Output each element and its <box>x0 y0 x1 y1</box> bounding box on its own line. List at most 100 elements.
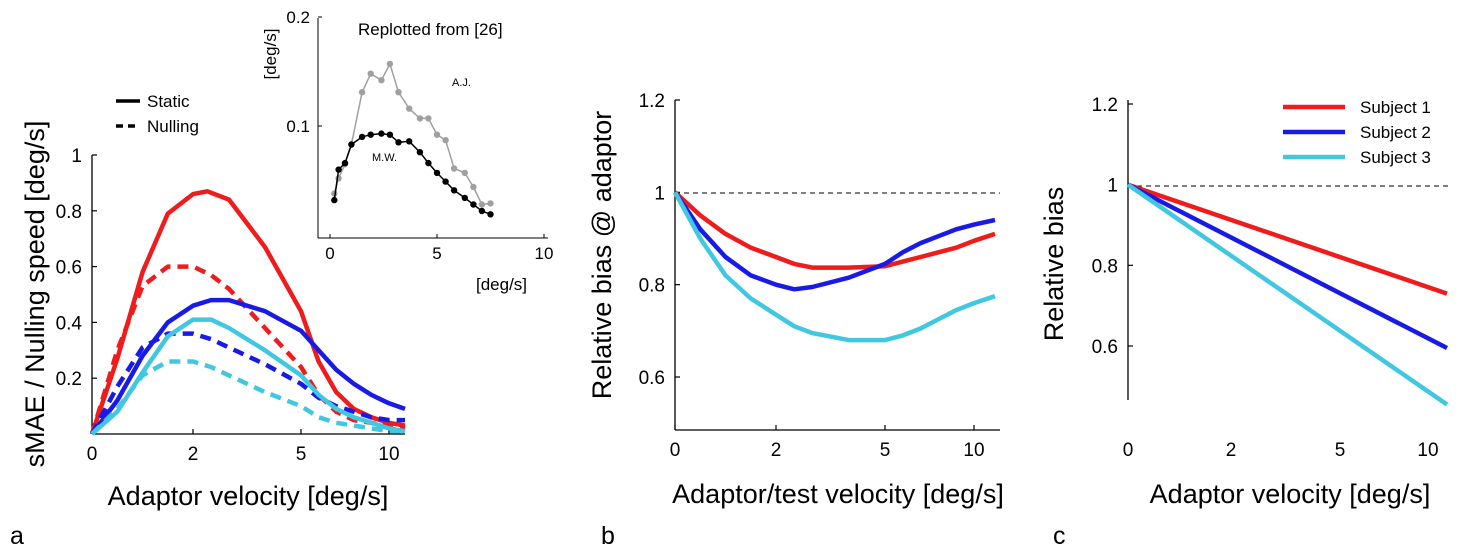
inset-point-aj <box>378 77 385 84</box>
panel-a-ytick-label: 0.8 <box>56 202 82 223</box>
inset-point-aj <box>425 115 432 122</box>
inset-chart: 0.10.2 0 5 10 Replotted from [26] [deg/s] … <box>261 8 553 294</box>
panel-c-xtick-label: 0 <box>1123 440 1134 461</box>
panel-a-xtick-label: 0 <box>87 444 98 465</box>
panel-b-xtick-label: 5 <box>880 440 891 461</box>
panel-c-ytick-label: 1 <box>1107 176 1118 197</box>
inset-point-mw <box>461 194 468 202</box>
inset-point-mw <box>478 207 486 215</box>
panel-b-series-subject-2 <box>673 191 996 292</box>
inset-point-mw <box>386 131 394 138</box>
panel-c-xtick-label: 5 <box>1335 440 1346 461</box>
inset-point-aj <box>416 115 424 122</box>
panel-a-series-subject-2-static <box>90 297 406 436</box>
inset-point-aj <box>367 70 374 77</box>
inset-point-aj <box>461 169 468 177</box>
panel-c-series-subject-1 <box>1127 182 1448 296</box>
inset-point-aj <box>395 89 402 96</box>
panel-b-ytick-label: 1 <box>654 183 665 204</box>
inset-point-aj <box>450 165 458 172</box>
panel-c-ytick-label: 0.8 <box>1092 256 1118 277</box>
panel-c-ytick-label: 1.2 <box>1092 95 1118 116</box>
panel-a-series-subject-2-nulling <box>90 331 405 436</box>
panel-b-label: b <box>601 522 615 548</box>
inset-point-aj <box>478 201 486 208</box>
inset-point-mw <box>367 131 374 138</box>
inset-point-mw <box>470 201 477 208</box>
panel-b-ylabel: Relative bias @ adaptor <box>587 111 617 400</box>
panel-b-series-subject-1 <box>673 190 996 270</box>
panel-a-series-subject-1-static <box>89 189 406 435</box>
inset-xtick-label: 5 <box>432 244 441 263</box>
inset-point-mw <box>378 130 385 137</box>
inset-xtick-label: 10 <box>535 244 554 263</box>
inset-point-mw <box>348 141 355 148</box>
inset-ylabel: [deg/s] <box>261 28 280 79</box>
panel-a-series-subject-3-static <box>90 317 406 436</box>
panel-b-ytick-label: 1.2 <box>639 91 665 112</box>
inset-point-mw <box>442 178 449 185</box>
inset-point-mw <box>450 187 458 194</box>
legend-static-label: Static <box>147 92 190 111</box>
inset-point-mw <box>395 139 402 146</box>
inset-xlabel: [deg/s] <box>476 275 527 294</box>
panel-b-xtick-label: 2 <box>771 440 782 461</box>
inset-point-mw <box>487 211 494 218</box>
inset-point-mw <box>335 166 342 173</box>
panel-b-ytick-label: 0.6 <box>639 368 665 389</box>
panel-c-xlabel: Adaptor velocity [deg/s] <box>1150 479 1431 509</box>
panel-a: 0.2 0.4 0.6 0.8 1 0 2 5 10 sMAE / Nulling speed… <box>10 8 553 548</box>
panel-c-series-subject-2 <box>1126 182 1449 351</box>
inset-xtick-label: 0 <box>325 244 334 263</box>
legend-subject-2-label: Subject 2 <box>1360 123 1431 142</box>
panel-a-xtick-label: 2 <box>188 444 199 465</box>
panel-b-series-subject-3 <box>673 191 996 343</box>
panel-a-xtick-label: 5 <box>296 444 307 465</box>
legend-nulling-label: Nulling <box>147 117 199 136</box>
panel-b: 0.6 0.8 1 1.2 0 2 5 10 Relative bias @ adaptor… <box>587 91 1004 548</box>
panel-c-legend: Subject 1 Subject 2 Subject 3 <box>1283 98 1431 167</box>
inset-point-aj <box>487 200 494 207</box>
panel-c-xtick-label: 2 <box>1226 440 1237 461</box>
inset-point-mw <box>433 169 441 177</box>
panel-a-ytick-label: 0.2 <box>56 369 82 390</box>
inset-ytick-label: 0.1 <box>286 117 310 136</box>
panel-a-label: a <box>10 522 24 548</box>
panel-c-series-subject-3 <box>1126 182 1449 407</box>
panel-c-ylabel: Relative bias <box>1039 187 1069 342</box>
panel-c-xtick-label: 10 <box>1417 440 1438 461</box>
panel-c-ytick-label: 0.6 <box>1092 337 1118 358</box>
panel-a-ytick-label: 0.4 <box>56 313 83 334</box>
panel-a-series-subject-3-nulling <box>90 359 405 436</box>
inset-label-aj: A.J. <box>452 77 471 89</box>
inset-point-mw <box>425 159 432 167</box>
inset-point-mw <box>341 159 349 167</box>
inset-point-aj <box>406 105 413 112</box>
panel-a-ylabel: sMAE / Nulling speed [deg/s] <box>20 121 50 468</box>
panel-c-label: c <box>1053 522 1066 548</box>
inset-point-mw <box>358 133 366 141</box>
panel-c: 0.6 0.8 1 1.2 0 2 5 10 Relative bias Adaptor v… <box>1039 95 1452 548</box>
panel-a-legend: Static Nulling <box>116 92 199 136</box>
inset-point-mw <box>406 138 413 145</box>
legend-subject-1-label: Subject 1 <box>1360 98 1431 117</box>
panel-b-xtick-label: 10 <box>963 440 984 461</box>
inset-point-mw <box>416 149 424 156</box>
panel-b-xtick-label: 0 <box>670 440 681 461</box>
inset-point-aj <box>470 183 477 191</box>
panel-a-xlabel: Adaptor velocity [deg/s] <box>108 481 389 511</box>
inset-title: Replotted from [26] <box>358 20 503 39</box>
inset-point-aj <box>442 137 449 144</box>
inset-point-aj <box>358 89 366 96</box>
inset-label-mw: M.W. <box>372 152 397 164</box>
panel-a-ytick-label: 1 <box>71 146 82 167</box>
panel-b-xlabel: Adaptor/test velocity [deg/s] <box>672 479 1004 509</box>
inset-point-mw <box>331 196 338 204</box>
panel-b-ytick-label: 0.8 <box>639 276 665 297</box>
legend-subject-3-label: Subject 3 <box>1360 148 1431 167</box>
panel-a-ytick-label: 0.6 <box>56 258 82 279</box>
inset-point-aj <box>433 131 441 138</box>
panel-a-xtick-label: 10 <box>378 444 399 465</box>
inset-point-aj <box>386 60 394 68</box>
